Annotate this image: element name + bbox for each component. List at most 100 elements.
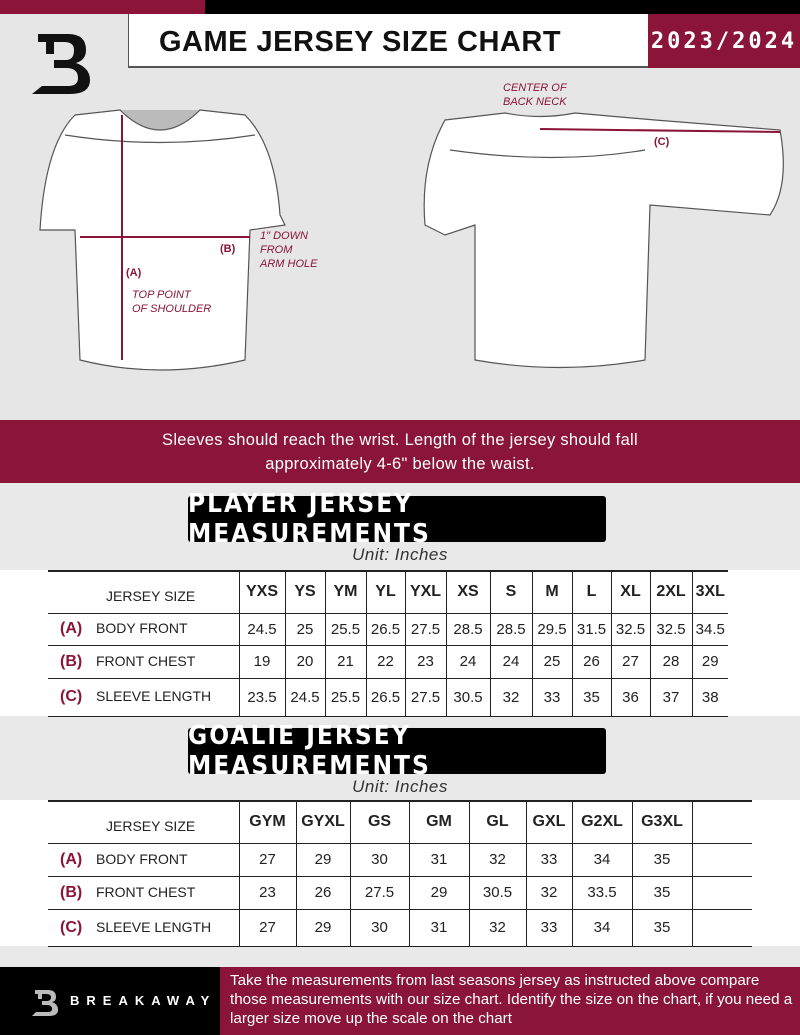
row-label: BODY FRONT — [96, 850, 188, 867]
measurement-cell: 27 — [610, 645, 650, 678]
row-label-cell: (B) FRONT CHEST — [48, 645, 239, 678]
measurement-cell: 28 — [649, 645, 692, 678]
size-header: XL — [610, 571, 650, 613]
measurement-cell: 37 — [649, 678, 692, 716]
row-label: SLEEVE LENGTH — [96, 918, 212, 935]
table-row: (A) BODY FRONT 24.5 25 25.5 26.5 27.5 28.5 28.5 2… — [48, 613, 728, 645]
measurement-cell: 28.5 — [445, 613, 490, 645]
measurement-cell: 30.5 — [468, 876, 526, 909]
measurement-cell: 31 — [408, 843, 469, 876]
measurement-cell: 32 — [468, 909, 526, 946]
player-size-table: JERSEY SIZE YXS YS YM YL YXL XS S M L XL 2XL 3XL (A) B… — [48, 570, 728, 717]
size-header: GYM — [238, 801, 296, 843]
row-letter: (B) — [60, 883, 83, 901]
label-a: (A) — [126, 267, 142, 279]
measurement-cell: 25 — [531, 645, 572, 678]
measurement-cell: 34 — [571, 909, 632, 946]
measurement-cell: 29 — [295, 909, 350, 946]
center-back-neck-note: CENTER OF BACK NECK — [503, 82, 567, 108]
season-badge: 2023/2024 — [648, 14, 800, 68]
table-row: (B) FRONT CHEST 19 20 21 22 23 24 24 25 26 27 28 29 — [48, 645, 728, 678]
measurement-cell: 35 — [571, 678, 611, 716]
measurement-cell: 31.5 — [571, 613, 611, 645]
measurement-cell: 32.5 — [610, 613, 650, 645]
measurement-cell: 28.5 — [489, 613, 532, 645]
size-header: YM — [324, 571, 366, 613]
row-label: SLEEVE LENGTH — [96, 688, 212, 704]
measurement-cell: 26 — [295, 876, 350, 909]
measurement-cell: 30 — [349, 843, 409, 876]
size-header: YL — [365, 571, 405, 613]
size-header: M — [531, 571, 572, 613]
row-letter: (B) — [60, 652, 83, 670]
measurement-cell: 32 — [468, 843, 526, 876]
size-header: YS — [284, 571, 325, 613]
measurement-cell: 23 — [404, 645, 446, 678]
row-label-cell: (C) SLEEVE LENGTH — [48, 909, 239, 946]
front-jersey-drawing — [39, 109, 286, 371]
footer-brand-area — [0, 967, 220, 1035]
measurement-cell: 33 — [525, 843, 572, 876]
measurement-cell: 26 — [571, 645, 611, 678]
measurement-cell: 23.5 — [238, 678, 285, 716]
row-label-cell: (A) BODY FRONT — [48, 843, 239, 876]
measurement-cell: 30 — [349, 909, 409, 946]
banner-line-2: approximately 4-6" below the waist. — [265, 455, 535, 473]
size-header: GM — [408, 801, 469, 843]
size-header: XS — [445, 571, 490, 613]
footer-instructions: Take the measurements from last seasons … — [220, 967, 800, 1035]
measurement-cell: 26.5 — [365, 613, 405, 645]
row-letter: (C) — [60, 918, 83, 936]
measurement-cell: 38 — [691, 678, 728, 716]
measurement-cell: 33 — [531, 678, 572, 716]
measurement-cell: 29 — [295, 843, 350, 876]
instruction-banner: Sleeves should reach the wrist. Length o… — [0, 420, 800, 483]
row-label: FRONT CHEST — [96, 883, 196, 900]
measurement-cell: 33 — [525, 909, 572, 946]
table-header-row: JERSEY SIZE YXS YS YM YL YXL XS S M L XL 2XL 3XL — [48, 571, 728, 613]
footer-logo-icon — [32, 990, 58, 1016]
measurement-cell: 19 — [238, 645, 285, 678]
row-label-cell: (A) BODY FRONT — [48, 613, 239, 645]
row-label: BODY FRONT — [96, 620, 188, 636]
title-box: GAME JERSEY SIZE CHART — [128, 14, 648, 68]
size-header: L — [571, 571, 611, 613]
size-header: GL — [468, 801, 526, 843]
arm-hole-note: 1" DOWN FROM ARM HOLE — [260, 230, 318, 270]
row-letter: (C) — [60, 688, 83, 705]
measurement-cell: 22 — [365, 645, 405, 678]
row-letter: (A) — [60, 620, 83, 637]
size-header: 2XL — [649, 571, 692, 613]
row-label-cell: (B) FRONT CHEST — [48, 876, 239, 909]
player-section-title: PLAYER JERSEY MEASUREMENTS — [188, 489, 606, 549]
measurement-cell: 25 — [284, 613, 325, 645]
measurement-cell: 29 — [408, 876, 469, 909]
measurement-cell: 27.5 — [349, 876, 409, 909]
measurement-cell: 34 — [571, 843, 632, 876]
banner-line-1: Sleeves should reach the wrist. Length o… — [162, 431, 638, 449]
table-header-row: JERSEY SIZE GYM GYXL GS GM GL GXL G2XL G3XL — [48, 801, 752, 843]
top-bar-accent — [0, 0, 205, 14]
measure-line-c — [539, 128, 781, 133]
size-header — [691, 801, 752, 843]
table-row: (A) BODY FRONT 27 29 30 31 32 33 34 35 — [48, 843, 752, 876]
goalie-unit: Unit: Inches — [352, 777, 448, 796]
row-label: FRONT CHEST — [96, 652, 196, 669]
measurement-cell: 24 — [489, 645, 532, 678]
back-jersey-drawing — [423, 112, 784, 369]
measurement-cell: 24.5 — [238, 613, 285, 645]
measurement-cell: 20 — [284, 645, 325, 678]
measurement-cell — [691, 843, 752, 876]
goalie-size-table: JERSEY SIZE GYM GYXL GS GM GL GXL G2XL G3XL (A) BO… — [48, 800, 752, 947]
size-header: S — [489, 571, 532, 613]
measurement-cell: 36 — [610, 678, 650, 716]
top-bar-dark — [205, 0, 800, 14]
measurement-cell: 32 — [489, 678, 532, 716]
label-b: (B) — [220, 243, 236, 255]
measurement-cell: 24 — [445, 645, 490, 678]
row-letter: (A) — [60, 850, 83, 868]
measurement-cell: 27.5 — [404, 678, 446, 716]
top-point-note: TOP POINT OF SHOULDER — [132, 289, 212, 315]
measurement-cell: 31 — [408, 909, 469, 946]
measurement-cell: 29.5 — [531, 613, 572, 645]
